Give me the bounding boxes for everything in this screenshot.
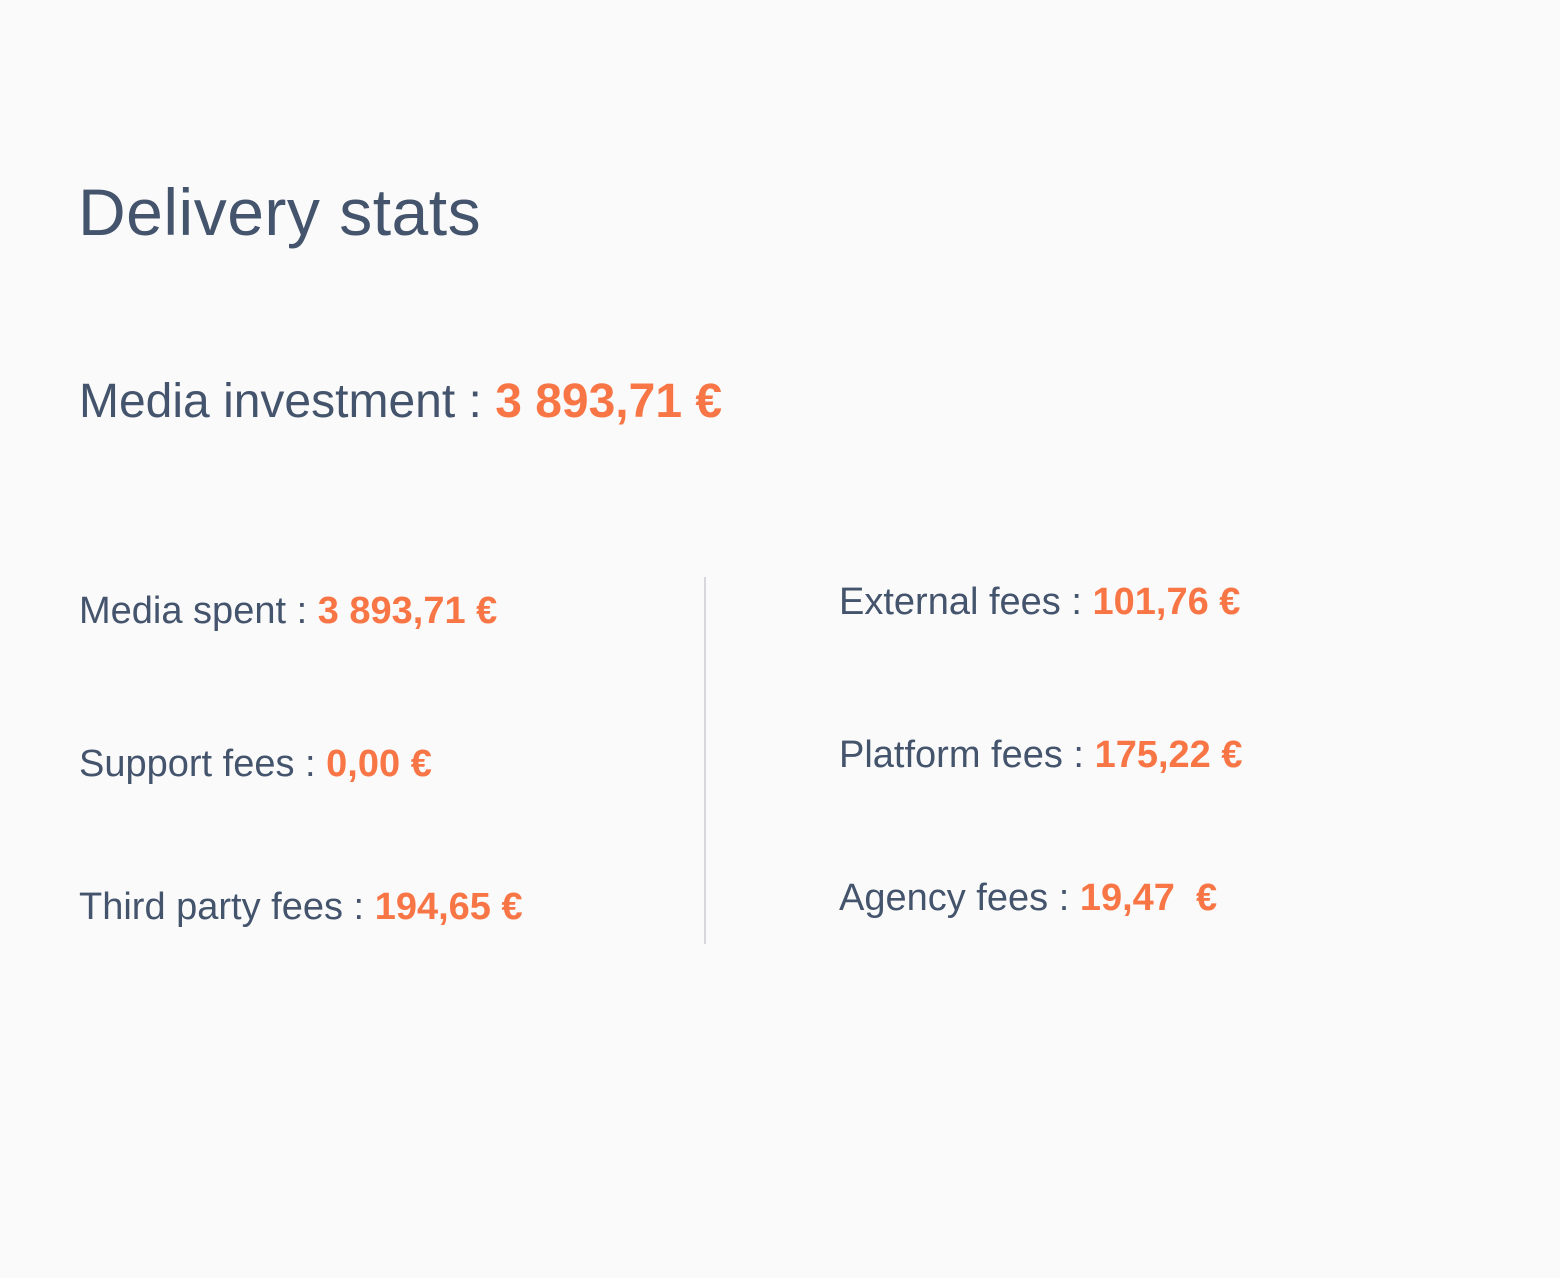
- stat-label: Agency fees: [839, 877, 1049, 919]
- stat-separator: :: [1062, 734, 1095, 776]
- stat-separator: :: [343, 886, 375, 928]
- media-investment-value: 3 893,71 €: [495, 375, 723, 428]
- stat-support-fees: Support fees : 0,00 €: [79, 741, 432, 787]
- stat-label: Platform fees: [839, 734, 1063, 776]
- page-title: Delivery stats: [78, 175, 482, 249]
- stat-external-fees: External fees : 101,76 €: [839, 579, 1240, 625]
- stat-value: 19,47 €: [1079, 877, 1218, 919]
- stat-label: External fees: [839, 581, 1061, 623]
- stat-value: 194,65 €: [374, 886, 523, 928]
- stat-separator: :: [286, 590, 318, 632]
- column-divider: [704, 577, 706, 944]
- stat-value: 0,00 €: [326, 743, 432, 785]
- stat-value: 3 893,71 €: [317, 590, 498, 632]
- stat-label: Third party fees: [79, 886, 343, 928]
- stat-media-spent: Media spent : 3 893,71 €: [79, 588, 497, 634]
- media-investment: Media investment : 3 893,71 €: [79, 372, 722, 432]
- stat-platform-fees: Platform fees : 175,22 €: [839, 732, 1242, 778]
- media-investment-separator: :: [455, 375, 496, 428]
- stat-value: 175,22 €: [1094, 734, 1243, 776]
- stat-third-party-fees: Third party fees : 194,65 €: [79, 884, 523, 930]
- stat-label: Support fees: [79, 743, 295, 785]
- stat-separator: :: [1048, 877, 1080, 919]
- stat-separator: :: [294, 743, 327, 785]
- stat-separator: :: [1060, 581, 1093, 623]
- stat-agency-fees: Agency fees : 19,47 €: [839, 875, 1217, 921]
- stat-label: Media spent: [79, 590, 287, 632]
- stat-value: 101,76 €: [1092, 581, 1241, 623]
- media-investment-label: Media investment: [79, 375, 456, 428]
